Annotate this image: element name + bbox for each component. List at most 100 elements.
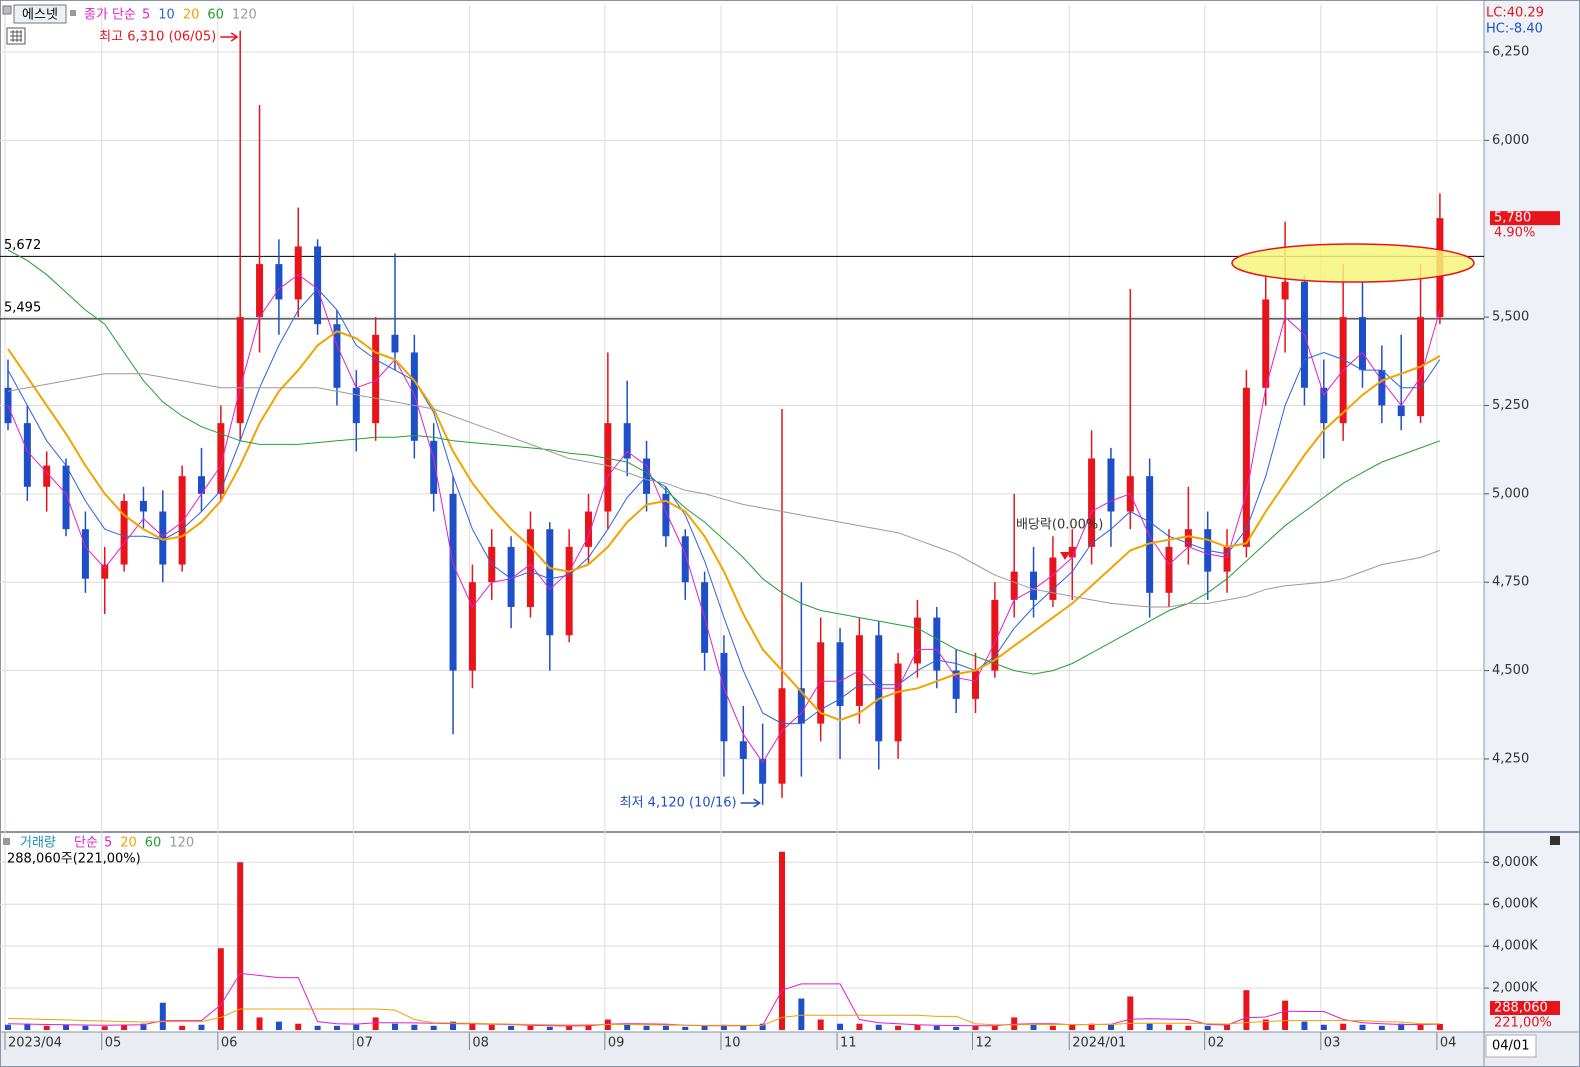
ma-line	[7, 274, 1441, 764]
panel-button[interactable]	[1550, 836, 1560, 845]
volume-bar	[1398, 1023, 1405, 1030]
volume-bar	[701, 1025, 708, 1030]
end-date: 04/01	[1492, 1039, 1529, 1054]
volume-bar	[662, 1025, 669, 1030]
candle-body	[662, 493, 670, 537]
volume-bar	[740, 1025, 747, 1030]
volume-tag: 288,060	[1494, 1001, 1548, 1016]
candle-body	[1165, 546, 1173, 593]
volume-bar	[875, 1024, 882, 1030]
volume-bar	[1224, 1024, 1231, 1030]
candle-body	[1146, 476, 1154, 593]
legend-entry: 10	[158, 8, 175, 23]
volume-bar	[817, 1019, 824, 1030]
date-box	[1485, 1034, 1537, 1058]
x-tick-label: 03	[1324, 1036, 1341, 1051]
candle-body	[120, 500, 128, 565]
candle-body	[1068, 546, 1076, 558]
candle-body	[1088, 458, 1096, 547]
candle-body	[1262, 299, 1270, 388]
volume-bar	[1030, 1024, 1037, 1030]
candle-body	[623, 423, 631, 459]
legend-entry: 120	[169, 836, 194, 851]
candle-body	[720, 652, 728, 742]
volume-bar	[1301, 1021, 1308, 1030]
candle-body	[1107, 458, 1115, 512]
candle-body	[1281, 281, 1289, 300]
volume-bar	[82, 1025, 89, 1030]
y-tick-label: 5,250	[1492, 398, 1529, 413]
volume-bar	[198, 1024, 205, 1030]
volume-bar	[372, 1017, 379, 1030]
low-note: 최저 4,120 (10/16)	[620, 796, 737, 811]
volume-bar	[1436, 1023, 1443, 1030]
volume-bar	[585, 1024, 592, 1030]
volume-bar	[392, 1023, 398, 1030]
legend-entry: 20	[120, 836, 137, 851]
candle-body	[681, 536, 689, 583]
volume-bar	[991, 1025, 998, 1030]
grid-icon	[10, 30, 22, 42]
volume-bar	[953, 1026, 960, 1030]
candle-body	[1030, 571, 1038, 600]
candle-body	[410, 352, 418, 441]
y-tick-label: 6,250	[1492, 45, 1529, 60]
horizontal-line-label: 5,672	[4, 238, 41, 253]
volume-bar	[566, 1025, 573, 1030]
volume-bar	[624, 1023, 631, 1030]
ma-line	[7, 1008, 1440, 1026]
y-tick-label: 2,000K	[1492, 981, 1538, 996]
candle-body	[1378, 370, 1386, 406]
volume-bar	[1417, 1024, 1424, 1030]
volume-bar	[856, 1023, 863, 1030]
price-tag: 5,780	[1494, 211, 1531, 226]
volume-bar	[1204, 1025, 1211, 1030]
volume-bar	[159, 1002, 166, 1030]
volume-bar	[837, 1023, 844, 1030]
volume-info: 288,060주(221,00%)	[7, 852, 141, 867]
candle-body	[759, 758, 767, 784]
volume-bar	[527, 1025, 534, 1030]
x-tick-label: 08	[472, 1036, 489, 1051]
x-tick-label: 12	[976, 1036, 993, 1051]
volume-bar	[1069, 1024, 1076, 1030]
volume-bar	[121, 1024, 128, 1030]
volume-pct-tag: 221,00%	[1494, 1016, 1552, 1031]
x-axis-area	[0, 1032, 1580, 1067]
candle-body	[430, 440, 438, 494]
volume-bar	[1185, 1025, 1192, 1030]
ma-line	[7, 373, 1441, 608]
legend-entry: 5	[142, 8, 150, 23]
volume-bar	[314, 1025, 321, 1030]
candle-body	[817, 642, 825, 724]
candle-body	[565, 546, 573, 636]
volume-bar	[933, 1025, 940, 1030]
y-tick-label: 4,750	[1492, 575, 1529, 590]
candle-body	[507, 546, 515, 607]
candle-body	[1223, 546, 1231, 572]
dividend-note: 배당락(0.00%)	[1016, 518, 1103, 533]
candle-body	[256, 264, 264, 318]
candle-body	[894, 663, 902, 742]
volume-bar	[101, 1026, 108, 1030]
x-tick-label: 11	[840, 1036, 857, 1051]
candle-body	[1397, 405, 1405, 417]
candle-body	[933, 617, 941, 671]
volume-tag-box	[1490, 1001, 1560, 1015]
volume-bar	[1320, 1024, 1327, 1030]
volume-bar	[1359, 1024, 1366, 1030]
x-tick-label: 2023/04	[8, 1036, 62, 1051]
candle-body	[991, 599, 999, 671]
arrow	[220, 32, 239, 42]
y-tick-label: 5,000	[1492, 486, 1529, 501]
volume-bar	[759, 1023, 766, 1030]
candle-body	[952, 670, 960, 699]
candle-body	[468, 582, 476, 671]
volume-bar	[333, 1025, 340, 1030]
candle-body	[972, 670, 979, 699]
volume-bar	[798, 998, 805, 1030]
candle-body	[1184, 529, 1192, 547]
arrow	[740, 798, 762, 808]
volume-title: 거래량	[20, 836, 56, 851]
name-box[interactable]	[13, 4, 67, 24]
